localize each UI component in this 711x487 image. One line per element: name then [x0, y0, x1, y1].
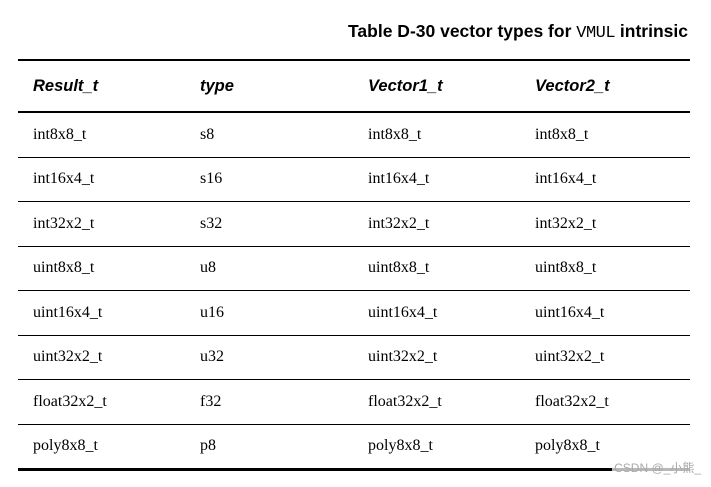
table-cell: int32x2_t [33, 214, 95, 232]
table-cell: p8 [200, 437, 216, 454]
table-row: float32x2_t f32 float32x2_t float32x2_t [18, 380, 690, 425]
table-row: uint8x8_t u8 uint8x8_t uint8x8_t [18, 247, 690, 291]
column-header-vector2-t: Vector2_t [535, 76, 610, 95]
table-cell: int16x4_t [33, 170, 95, 188]
table-cell: int32x2_t [535, 214, 597, 232]
table-caption-suffix: intrinsic [615, 21, 688, 41]
table-caption: Table D-30 vector types for VMUL intrins… [348, 21, 688, 43]
table-cell: float32x2_t [33, 392, 107, 410]
table-cell: int8x8_t [368, 125, 422, 143]
table-cell: poly8x8_t [33, 437, 98, 454]
column-header-vector1-t: Vector1_t [368, 76, 443, 95]
table-cell: poly8x8_t [535, 437, 600, 454]
table-cell: float32x2_t [368, 392, 442, 410]
vector-types-table: Result_t type Vector1_t Vector2_t int8x8… [18, 59, 690, 471]
table-cell: uint16x4_t [368, 303, 438, 321]
column-header-result-t: Result_t [33, 76, 99, 95]
table-cell: s8 [200, 125, 215, 143]
table-cell: uint8x8_t [33, 259, 95, 277]
table-header-row: Result_t type Vector1_t Vector2_t [18, 59, 690, 113]
table-cell: uint16x4_t [535, 303, 605, 321]
table-cell: uint8x8_t [368, 259, 430, 277]
table-cell: uint32x2_t [33, 348, 103, 366]
table-row: int8x8_t s8 int8x8_t int8x8_t [18, 113, 690, 158]
table-row: int16x4_t s16 int16x4_t int16x4_t [18, 158, 690, 202]
column-header-type: type [200, 76, 234, 95]
table-cell: uint16x4_t [33, 303, 103, 321]
table-cell: uint32x2_t [535, 348, 605, 366]
table-cell: uint32x2_t [368, 348, 438, 366]
table-cell: uint8x8_t [535, 259, 597, 277]
table-cell: int8x8_t [535, 125, 589, 143]
table-row: uint16x4_t u16 uint16x4_t uint16x4_t [18, 291, 690, 336]
table-caption-code: VMUL [576, 24, 616, 43]
table-caption-prefix: Table D-30 vector types for [348, 21, 577, 41]
table-row: int32x2_t s32 int32x2_t int32x2_t [18, 202, 690, 247]
table-cell: s32 [200, 214, 223, 232]
table-cell: float32x2_t [535, 392, 609, 410]
table-row: poly8x8_t p8 poly8x8_t poly8x8_t [18, 425, 690, 471]
table-cell: int16x4_t [535, 170, 597, 188]
table-cell: u8 [200, 259, 216, 277]
table-cell: u32 [200, 348, 224, 366]
table-cell: int8x8_t [33, 125, 87, 143]
table-cell: int16x4_t [368, 170, 430, 188]
table-cell: f32 [200, 392, 222, 410]
csdn-watermark: CSDN @_小熊_ [612, 461, 703, 475]
table-cell: int32x2_t [368, 214, 430, 232]
table-cell: poly8x8_t [368, 437, 433, 454]
table-cell: u16 [200, 303, 224, 321]
table-row: uint32x2_t u32 uint32x2_t uint32x2_t [18, 336, 690, 380]
table-cell: s16 [200, 170, 223, 188]
